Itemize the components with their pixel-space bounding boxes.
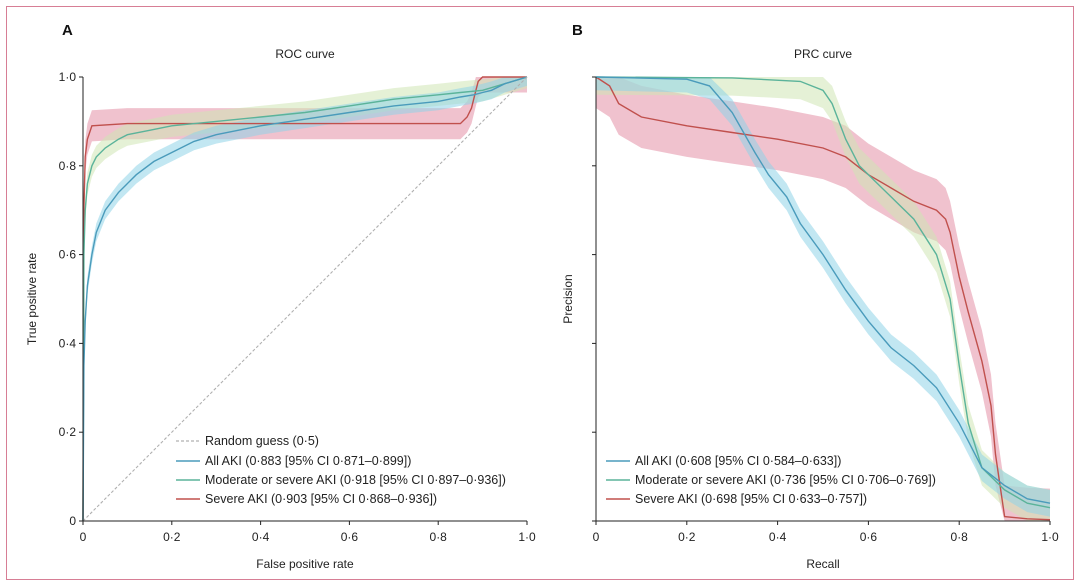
roc-legend: Random guess (0·5) All AKI (0·883 [95% C…: [176, 434, 506, 506]
prc-line-all: [595, 76, 1051, 504]
prc-x-tick-label: 0·8: [951, 530, 969, 544]
legend-label-moderate-aki: Moderate or severe AKI (0·918 [95% CI 0·…: [205, 473, 506, 487]
roc-axes: 0 0·2 0·4 0·6 0·8 1·0 0 0·2 0·4 0·6 0·8 1·0: [59, 70, 536, 544]
roc-y-tick-label: 0·2: [59, 425, 77, 439]
legend-label-all-aki: All AKI (0·883 [95% CI 0·871–0·899]): [205, 454, 411, 468]
roc-series-lines: [82, 76, 528, 522]
prc-y-axis-label: Precision: [561, 274, 575, 323]
roc-ci-bands: [83, 77, 527, 521]
prc-x-tick-label: 0·4: [769, 530, 787, 544]
prc-x-axis-label: Recall: [806, 557, 839, 571]
roc-y-axis-label: True positive rate: [25, 253, 39, 346]
prc-series-lines: [595, 76, 1051, 521]
roc-chart-title: ROC curve: [275, 47, 335, 61]
prc-ci-bands: [596, 77, 1050, 521]
roc-y-tick-label: 0·4: [59, 336, 77, 350]
prc-panel: B PRC curve 0 0·2 0·4 0·6 0·8 1·0 Recall Prec…: [561, 22, 1059, 571]
roc-x-tick-label: 1·0: [518, 530, 536, 544]
roc-line-moderate: [82, 76, 528, 522]
prc-axes: 0 0·2 0·4 0·6 0·8 1·0: [592, 76, 1059, 544]
legend-label-severe-aki: Severe AKI (0·698 [95% CI 0·633–0·757]): [635, 492, 867, 506]
roc-y-tick-label: 0·6: [59, 248, 77, 262]
prc-ci-band-all: [596, 77, 1050, 517]
roc-line-all: [82, 76, 528, 522]
prc-x-tick-label: 1·0: [1041, 530, 1059, 544]
roc-panel: A ROC curve 0 0·2 0·4 0·6 0·8 1·0 0 0·2 0·4 0·6 0·…: [25, 22, 536, 571]
panel-letter-a: A: [62, 22, 73, 39]
roc-x-tick-label: 0·8: [430, 530, 448, 544]
prc-x-tick-label: 0·2: [678, 530, 696, 544]
prc-ci-band-severe: [596, 77, 1050, 521]
roc-x-axis-label: False positive rate: [256, 557, 354, 571]
panel-letter-b: B: [572, 22, 583, 39]
roc-y-tick-label: 1·0: [59, 70, 77, 84]
roc-x-tick-label: 0: [80, 530, 87, 544]
prc-x-tick-label: 0: [593, 530, 600, 544]
roc-x-tick-label: 0·4: [252, 530, 270, 544]
prc-chart-title: PRC curve: [794, 47, 852, 61]
prc-line-severe: [595, 76, 1051, 521]
legend-label-random: Random guess (0·5): [205, 434, 319, 448]
legend-label-all-aki: All AKI (0·608 [95% CI 0·584–0·633]): [635, 454, 841, 468]
roc-ci-band-severe: [83, 77, 527, 521]
legend-label-moderate-aki: Moderate or severe AKI (0·736 [95% CI 0·…: [635, 473, 936, 487]
prc-x-tick-label: 0·6: [860, 530, 878, 544]
roc-line-severe: [82, 76, 527, 522]
roc-x-tick-label: 0·6: [341, 530, 359, 544]
figure-frame: [6, 6, 1074, 580]
roc-y-tick-label: 0: [69, 514, 76, 528]
legend-label-severe-aki: Severe AKI (0·903 [95% CI 0·868–0·936]): [205, 492, 437, 506]
roc-y-tick-label: 0·8: [59, 159, 77, 173]
prc-legend: All AKI (0·608 [95% CI 0·584–0·633]) Mod…: [606, 454, 936, 506]
roc-x-tick-label: 0·2: [163, 530, 181, 544]
